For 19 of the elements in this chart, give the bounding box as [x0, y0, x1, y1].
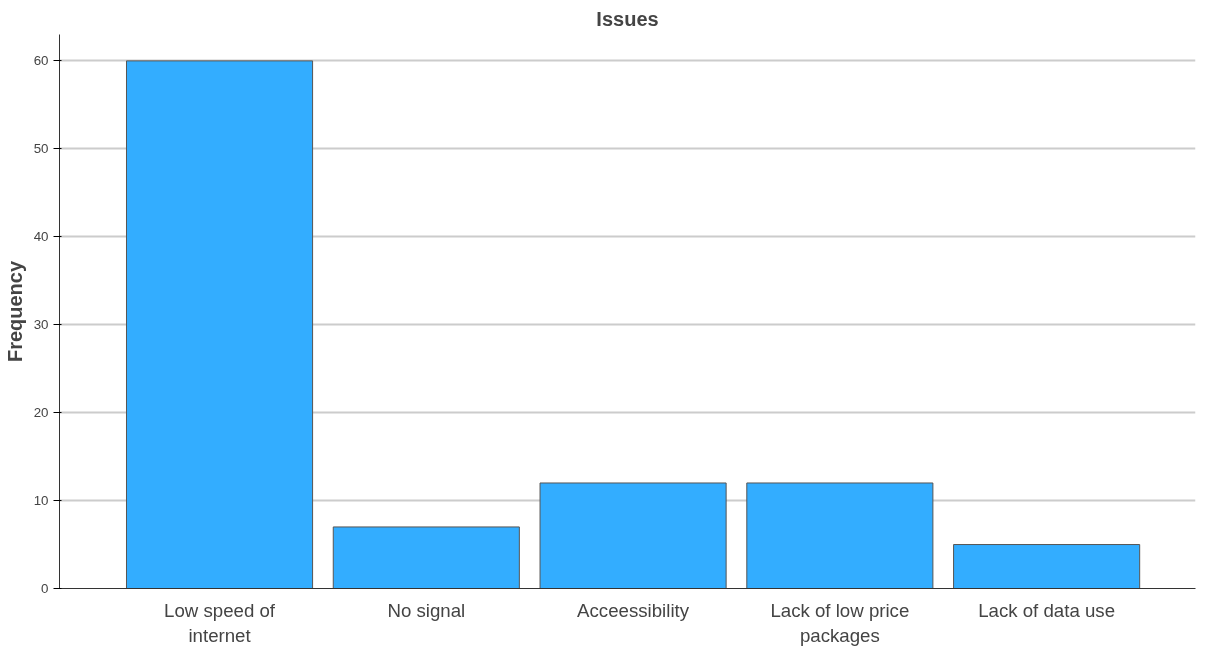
y-tick-label: 10 — [33, 493, 49, 509]
y-tick-label: 0 — [41, 581, 49, 596]
y-tick-label: 40 — [33, 229, 49, 245]
x-tick-label: Low speed of internet — [164, 599, 276, 646]
x-tick-label: No signal — [387, 599, 466, 621]
x-tick-label: Acceessibility — [577, 599, 690, 621]
bar — [746, 482, 934, 589]
y-axis-title: Frequency — [3, 260, 26, 363]
bar — [125, 60, 314, 589]
x-tick-label: Lack of low price packages — [770, 599, 910, 646]
y-tick-label: 20 — [33, 405, 49, 421]
bar — [953, 544, 1141, 589]
y-tick-label: 50 — [33, 141, 49, 157]
y-tick-label: 30 — [33, 317, 49, 333]
bar — [332, 526, 520, 589]
x-tick-label: Lack of data use — [978, 599, 1116, 621]
chart-title: Issues — [596, 7, 659, 30]
y-tick-label: 60 — [33, 53, 49, 69]
bar — [539, 482, 727, 589]
